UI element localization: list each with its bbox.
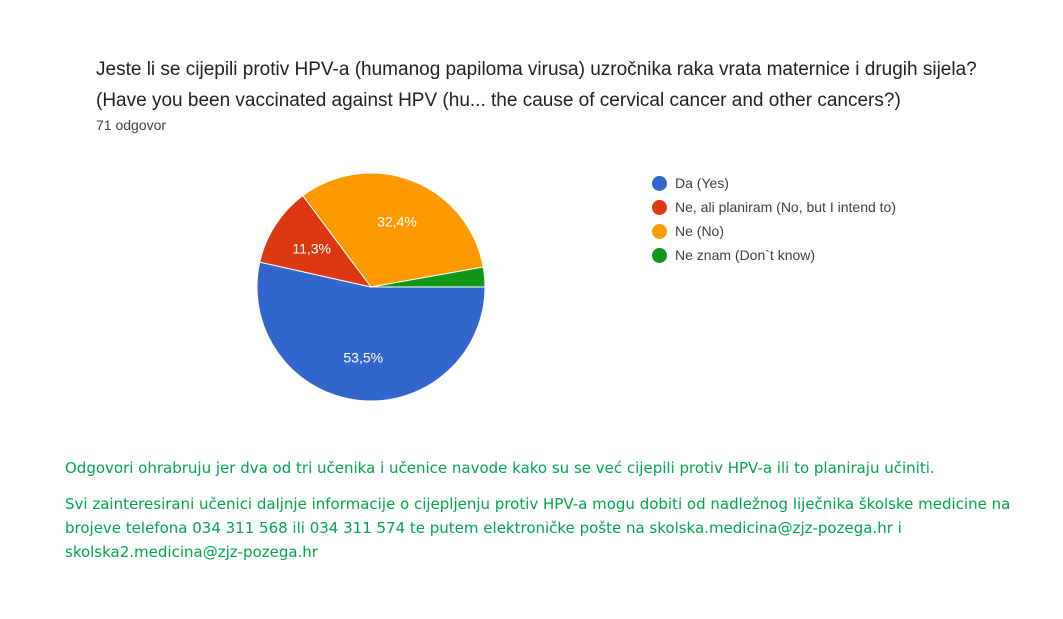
- pie-slice-intend[interactable]: [259, 194, 373, 288]
- note-encouraging: Odgovori ohrabruju jer dva od tri učenik…: [65, 459, 935, 477]
- legend-dot-no: [652, 223, 667, 239]
- legend-label-dont-know: Ne znam (Don`t know): [675, 247, 816, 263]
- pie-slice-yes[interactable]: [256, 261, 486, 402]
- pie-slice-no[interactable]: [302, 172, 484, 288]
- pie-chart: 53,5% 11,3% 32,4%: [256, 172, 486, 402]
- legend-label-no: Ne (No): [675, 223, 725, 239]
- response-count: 71 odgovor: [96, 117, 167, 133]
- legend-dot-yes: [652, 175, 667, 191]
- question-title: Jeste li se cijepili protiv HPV-a (human…: [96, 59, 977, 111]
- pie-slice-dont-know[interactable]: [370, 266, 486, 288]
- legend-label-yes: Da (Yes): [675, 175, 729, 191]
- pie-label-no: 32,4%: [377, 213, 417, 229]
- legend-item-no[interactable]: Ne (No): [652, 219, 896, 243]
- legend-dot-intend: [652, 199, 667, 215]
- legend-item-dont-know[interactable]: Ne znam (Don`t know): [652, 243, 896, 267]
- legend-item-yes[interactable]: Da (Yes): [652, 171, 896, 195]
- pie-label-intend: 11,3%: [292, 241, 331, 257]
- legend-item-intend[interactable]: Ne, ali planiram (No, but I intend to): [652, 195, 896, 219]
- legend-dot-dont-know: [652, 247, 667, 263]
- legend-label-intend: Ne, ali planiram (No, but I intend to): [675, 199, 896, 215]
- chart-legend: Da (Yes) Ne, ali planiram (No, but I int…: [652, 171, 896, 267]
- pie-label-yes: 53,5%: [343, 349, 383, 365]
- note-contact-info: Svi zainteresirani učenici daljnje infor…: [65, 495, 1011, 561]
